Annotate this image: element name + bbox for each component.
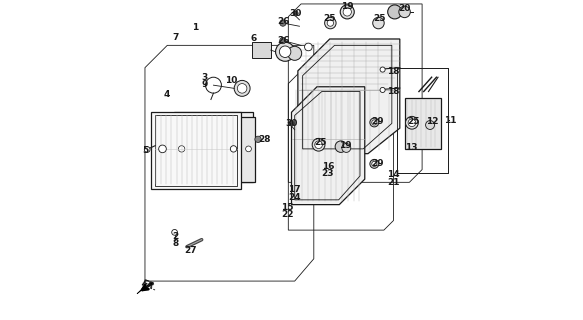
- Circle shape: [327, 20, 333, 26]
- Circle shape: [304, 43, 312, 51]
- Text: 11: 11: [444, 116, 456, 125]
- Circle shape: [426, 121, 434, 130]
- Circle shape: [255, 136, 261, 142]
- Text: 20: 20: [399, 4, 411, 13]
- Circle shape: [234, 80, 250, 96]
- Circle shape: [325, 17, 336, 29]
- Text: 2: 2: [172, 232, 178, 241]
- Text: 23: 23: [322, 169, 334, 178]
- Circle shape: [280, 37, 286, 44]
- Polygon shape: [292, 87, 365, 204]
- Circle shape: [372, 120, 377, 125]
- Text: 29: 29: [371, 159, 384, 168]
- Text: 18: 18: [387, 87, 400, 96]
- Text: 29: 29: [371, 117, 384, 126]
- Circle shape: [406, 116, 418, 129]
- Circle shape: [172, 229, 177, 235]
- Text: 4: 4: [163, 90, 170, 99]
- Circle shape: [373, 17, 384, 29]
- Circle shape: [370, 159, 379, 168]
- Circle shape: [342, 143, 351, 152]
- Circle shape: [280, 20, 286, 26]
- Text: 19: 19: [341, 2, 354, 11]
- Polygon shape: [175, 117, 255, 182]
- Circle shape: [159, 145, 166, 153]
- Circle shape: [276, 42, 294, 61]
- Text: 24: 24: [289, 193, 301, 202]
- Text: 1: 1: [192, 23, 198, 32]
- Circle shape: [289, 121, 294, 126]
- Text: 13: 13: [405, 143, 417, 152]
- Circle shape: [205, 77, 222, 93]
- Text: 16: 16: [322, 162, 334, 171]
- Circle shape: [293, 11, 298, 16]
- Text: FR.: FR.: [141, 279, 159, 293]
- Circle shape: [380, 67, 385, 72]
- Polygon shape: [298, 39, 400, 154]
- Text: 30: 30: [285, 119, 298, 128]
- Text: 5: 5: [142, 146, 149, 155]
- Polygon shape: [252, 42, 271, 58]
- Circle shape: [372, 161, 377, 166]
- Text: 17: 17: [289, 186, 301, 195]
- Polygon shape: [405, 98, 441, 149]
- Text: 21: 21: [387, 178, 400, 187]
- Text: 30: 30: [289, 9, 302, 18]
- Circle shape: [388, 5, 402, 19]
- Text: 25: 25: [314, 138, 326, 147]
- Text: 3: 3: [202, 73, 208, 82]
- Text: 25: 25: [324, 14, 336, 23]
- Circle shape: [399, 6, 410, 18]
- Circle shape: [230, 146, 237, 152]
- Circle shape: [279, 46, 291, 58]
- Text: 28: 28: [258, 135, 271, 144]
- Text: 8: 8: [172, 239, 178, 248]
- Circle shape: [237, 84, 247, 93]
- Circle shape: [287, 46, 301, 60]
- Text: 27: 27: [184, 246, 197, 255]
- Text: 12: 12: [426, 117, 438, 126]
- Text: 6: 6: [250, 35, 257, 44]
- Text: 19: 19: [339, 141, 352, 150]
- Polygon shape: [137, 287, 143, 294]
- Text: 25: 25: [373, 14, 386, 23]
- Circle shape: [145, 147, 150, 152]
- Text: 10: 10: [225, 76, 237, 85]
- Text: 26: 26: [278, 36, 290, 45]
- Polygon shape: [174, 112, 253, 182]
- Circle shape: [312, 138, 325, 151]
- Circle shape: [343, 8, 352, 16]
- Circle shape: [340, 5, 354, 19]
- Text: 9: 9: [202, 80, 208, 89]
- Text: 26: 26: [278, 17, 290, 26]
- Circle shape: [315, 141, 322, 148]
- Text: 18: 18: [387, 67, 400, 76]
- Text: 7: 7: [172, 33, 178, 42]
- Circle shape: [245, 146, 251, 152]
- Text: 15: 15: [282, 203, 294, 212]
- Circle shape: [335, 141, 347, 152]
- Text: 25: 25: [408, 117, 420, 126]
- Circle shape: [178, 146, 185, 152]
- Circle shape: [380, 87, 385, 92]
- Polygon shape: [152, 112, 241, 189]
- Text: 22: 22: [282, 210, 294, 219]
- Text: 14: 14: [387, 170, 400, 179]
- Circle shape: [408, 119, 416, 127]
- Circle shape: [370, 118, 379, 127]
